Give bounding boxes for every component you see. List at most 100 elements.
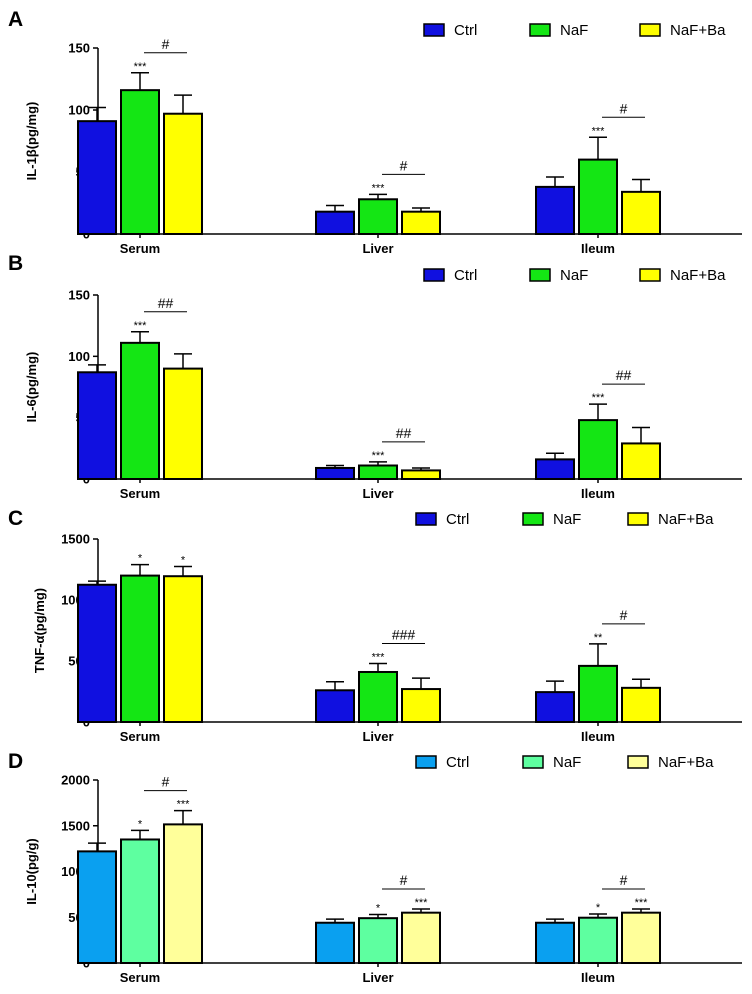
bracket-label: ##	[616, 367, 632, 383]
bar	[535, 458, 575, 480]
significance-mark: *	[138, 553, 143, 565]
category-label: Liver	[362, 241, 393, 256]
legend-label: NaF	[553, 511, 581, 528]
y-axis-label: IL-10(pg/g)	[24, 838, 39, 904]
bar	[621, 911, 661, 964]
bar	[163, 367, 203, 481]
panel-letter: B	[8, 252, 23, 275]
bar	[578, 419, 618, 480]
legend-label: NaF+Ba	[658, 511, 714, 528]
legend-swatch	[639, 268, 661, 282]
bracket-label: #	[162, 36, 170, 52]
significance-mark: ***	[635, 897, 649, 909]
significance-mark: *	[181, 554, 186, 566]
y-tick-label: 150	[68, 41, 90, 56]
category-label: Serum	[120, 486, 160, 501]
panel-a: A050100150IL-1β(pg/mg)SerumLiverIleumCtr…	[8, 8, 742, 256]
bar	[358, 670, 398, 723]
bar	[621, 442, 661, 480]
legend-label: Ctrl	[446, 754, 469, 771]
legend-label: NaF	[553, 754, 581, 771]
y-tick-label: 150	[68, 288, 90, 303]
panel-letter: C	[8, 507, 23, 530]
legend-swatch	[415, 512, 437, 526]
category-label: Liver	[362, 970, 393, 985]
bar	[578, 664, 618, 724]
significance-mark: ***	[372, 450, 386, 462]
legend-swatch	[627, 512, 649, 526]
legend-swatch	[529, 23, 551, 37]
legend-label: Ctrl	[454, 267, 477, 284]
legend-swatch	[415, 755, 437, 769]
bar	[401, 688, 441, 723]
bar	[77, 850, 117, 964]
y-axis-label: IL-6(pg/mg)	[24, 352, 39, 423]
bracket-label: ##	[158, 295, 174, 311]
bar	[621, 190, 661, 235]
bar	[120, 838, 160, 964]
category-label: Liver	[362, 486, 393, 501]
bar	[120, 89, 160, 235]
bar	[535, 691, 575, 723]
bar	[535, 921, 575, 964]
bar	[358, 198, 398, 235]
significance-mark: ***	[592, 125, 606, 137]
significance-mark: ***	[134, 61, 148, 73]
legend-label: NaF+Ba	[670, 267, 726, 284]
y-axis-label: TNF-α(pg/mg)	[32, 588, 47, 673]
y-axis-label: IL-1β(pg/mg)	[24, 102, 39, 181]
bar	[401, 911, 441, 964]
bracket-label: #	[162, 774, 170, 790]
bar	[621, 686, 661, 724]
bar	[315, 921, 355, 964]
y-tick-label: 1500	[61, 532, 90, 547]
category-label: Liver	[362, 729, 393, 744]
bracket-label: ###	[392, 626, 416, 642]
bracket-label: ##	[396, 425, 412, 441]
panel-c: C050010001500TNF-α(pg/mg)SerumLiverIleum…	[8, 507, 742, 744]
y-tick-label: 100	[68, 103, 90, 118]
bar	[120, 341, 160, 480]
y-tick-label: 2000	[61, 773, 90, 788]
bar	[401, 469, 441, 480]
panel-d: D0500100015002000IL-10(pg/g)SerumLiverIl…	[8, 750, 742, 985]
category-label: Serum	[120, 970, 160, 985]
significance-mark: ***	[415, 897, 429, 909]
legend-label: Ctrl	[454, 22, 477, 39]
legend-label: NaF	[560, 267, 588, 284]
y-tick-label: 100	[68, 349, 90, 364]
bar	[163, 823, 203, 964]
category-label: Serum	[120, 729, 160, 744]
legend-label: NaF	[560, 22, 588, 39]
bar	[77, 120, 117, 235]
bar	[578, 916, 618, 965]
legend-swatch	[423, 23, 445, 37]
bracket-label: #	[620, 872, 628, 888]
legend-label: NaF+Ba	[658, 754, 714, 771]
bar	[535, 185, 575, 236]
bar	[578, 158, 618, 236]
significance-mark: *	[596, 902, 601, 914]
significance-mark: ***	[134, 320, 148, 332]
significance-mark: ***	[372, 182, 386, 194]
significance-mark: ***	[177, 799, 191, 811]
legend-swatch	[627, 755, 649, 769]
legend-swatch	[522, 512, 544, 526]
bar	[315, 466, 355, 480]
category-label: Serum	[120, 241, 160, 256]
category-label: Ileum	[581, 486, 615, 501]
bracket-label: #	[400, 157, 408, 173]
significance-mark: ***	[372, 651, 386, 663]
bar	[120, 574, 160, 723]
bar	[163, 575, 203, 724]
bar	[315, 689, 355, 724]
bar	[77, 371, 117, 480]
bar	[315, 210, 355, 235]
significance-mark: *	[376, 903, 381, 915]
category-label: Ileum	[581, 241, 615, 256]
bar	[401, 210, 441, 235]
bracket-label: #	[400, 872, 408, 888]
significance-mark: **	[594, 632, 603, 644]
legend-swatch	[522, 755, 544, 769]
